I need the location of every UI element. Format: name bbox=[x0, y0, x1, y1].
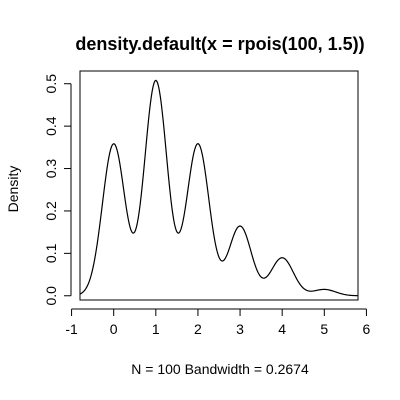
x-tick-label: 1 bbox=[152, 321, 160, 337]
x-axis: -1 0 1 2 3 4 5 6 bbox=[65, 308, 371, 337]
x-tick-label: -1 bbox=[65, 321, 78, 337]
x-tick-label: 3 bbox=[236, 321, 244, 337]
density-curve bbox=[79, 79, 359, 297]
x-tick-label: 6 bbox=[363, 321, 371, 337]
x-tick-label: 2 bbox=[194, 321, 202, 337]
y-tick-label: 0.4 bbox=[43, 116, 59, 136]
y-tick-label: 0.5 bbox=[43, 74, 59, 94]
x-tick-label: 4 bbox=[278, 321, 286, 337]
y-tick-label: 0.1 bbox=[43, 243, 59, 263]
chart-title: density.default(x = rpois(100, 1.5)) bbox=[75, 34, 364, 54]
y-tick-label: 0.0 bbox=[43, 286, 59, 306]
y-tick-label: 0.2 bbox=[43, 201, 59, 221]
y-axis-label: Density bbox=[5, 166, 21, 213]
x-axis-label: N = 100 Bandwidth = 0.2674 bbox=[131, 361, 309, 377]
plot-box bbox=[79, 70, 359, 301]
x-tick-label: 0 bbox=[110, 321, 118, 337]
x-tick-label: 5 bbox=[320, 321, 328, 337]
y-tick-label: 0.3 bbox=[43, 159, 59, 179]
y-axis: 0.0 0.1 0.2 0.3 0.4 0.5 bbox=[43, 74, 72, 306]
